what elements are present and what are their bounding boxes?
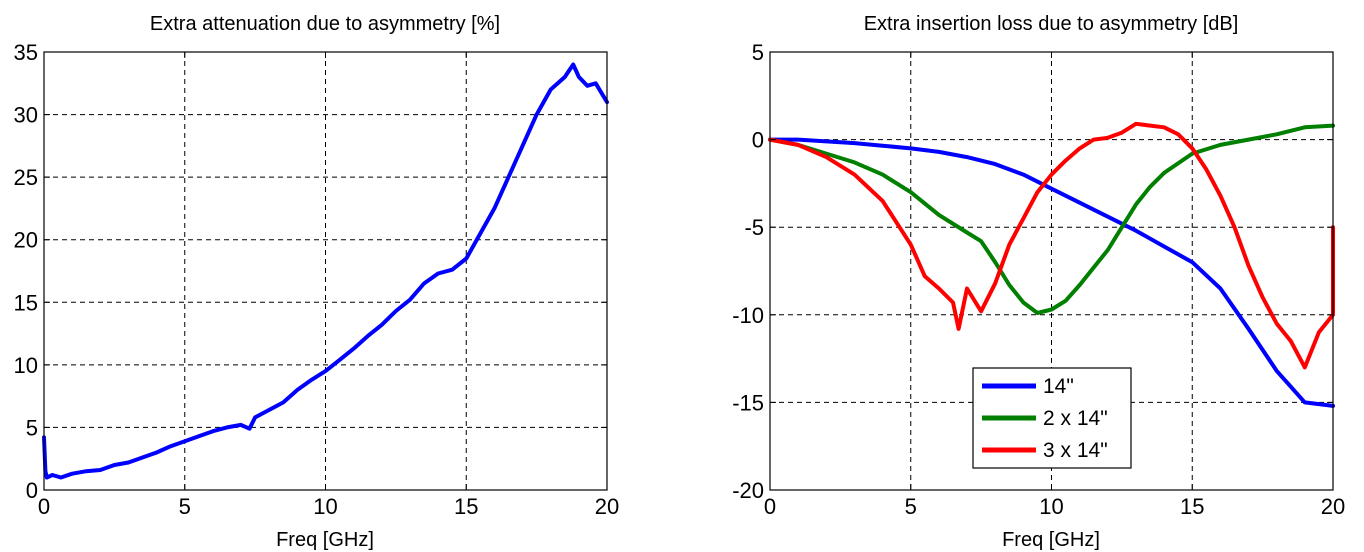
right-chart-series [770, 124, 1333, 406]
left-chart-ytick-label: 30 [14, 103, 38, 128]
legend: 14" 2 x 14" 3 x 14" [973, 368, 1131, 468]
right-chart-ytick-label: -15 [732, 390, 764, 415]
right-chart-ytick-label: 5 [752, 40, 764, 65]
right-chart: Extra insertion loss due to asymmetry [d… [732, 13, 1345, 551]
left-chart: Extra attenuation due to asymmetry [%] 0… [14, 13, 620, 551]
right-chart-ytick-label: -10 [732, 303, 764, 328]
legend-label-14in: 14" [1043, 375, 1074, 398]
right-chart-ytick-label: -20 [732, 478, 764, 503]
right-chart-xlabel: Freq [GHz] [1002, 529, 1100, 551]
left-chart-xtick-label: 5 [179, 494, 191, 519]
left-chart-ytick-label: 20 [14, 228, 38, 253]
left-chart-ytick-label: 0 [26, 478, 38, 503]
left-chart-ytick-label: 25 [14, 165, 38, 190]
left-chart-xtick-label: 20 [595, 494, 619, 519]
right-chart-xtick-label: 5 [905, 494, 917, 519]
left-chart-ytick-label: 35 [14, 40, 38, 65]
right-chart-ytick-label: 0 [752, 128, 764, 153]
left-chart-xtick-label: 15 [454, 494, 478, 519]
right-chart-ytick-label: -5 [744, 215, 764, 240]
legend-label-2x14in: 2 x 14" [1043, 407, 1108, 430]
left-chart-xtick-label: 0 [38, 494, 50, 519]
right-chart-title: Extra insertion loss due to asymmetry [d… [864, 13, 1239, 35]
left-chart-grid [44, 52, 607, 490]
left-chart-xtick-label: 10 [313, 494, 337, 519]
right-chart-xtick-label: 0 [764, 494, 776, 519]
right-chart-xtick-label: 15 [1180, 494, 1204, 519]
left-chart-ytick-label: 15 [14, 290, 38, 315]
right-chart-xtick-label: 20 [1321, 494, 1345, 519]
left-chart-xlabel: Freq [GHz] [276, 529, 374, 551]
left-chart-yticks: 0 5 10 15 20 25 30 35 [14, 40, 607, 503]
right-chart-xtick-label: 10 [1039, 494, 1063, 519]
left-chart-ytick-label: 5 [26, 415, 38, 440]
left-chart-ytick-label: 10 [14, 353, 38, 378]
legend-label-3x14in: 3 x 14" [1043, 439, 1108, 462]
left-chart-title: Extra attenuation due to asymmetry [%] [150, 13, 500, 35]
